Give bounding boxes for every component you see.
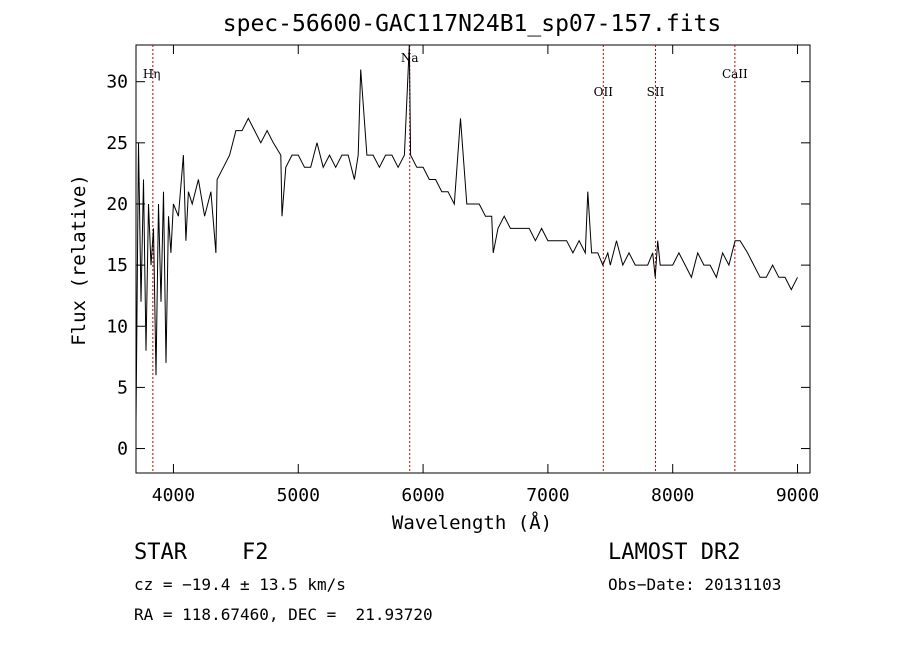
spectral-line-label: SII — [647, 85, 665, 99]
spectral-line-label: Hη — [143, 67, 161, 81]
x-tick-label: 7000 — [526, 485, 569, 506]
spectral-line-label: OII — [594, 85, 614, 99]
y-tick-label: 0 — [117, 439, 128, 460]
redshift-velocity: cz = −19.4 ± 13.5 km/s — [134, 575, 346, 594]
survey-name: LAMOST DR2 — [608, 540, 741, 565]
x-tick-label: 8000 — [651, 485, 694, 506]
y-tick-label: 5 — [117, 377, 128, 398]
axis-ticks: 4000 5000 6000 7000 8000 9000 0 5 10 15 20 25 30 — [106, 45, 819, 506]
observation-date: Obs−Date: 20131103 — [608, 575, 782, 594]
x-tick-label: 5000 — [277, 485, 320, 506]
x-tick-label: 4000 — [152, 485, 195, 506]
y-axis-label: Flux (relative) — [68, 174, 90, 346]
y-tick-label: 20 — [106, 194, 128, 215]
sky-coordinates: RA = 118.67460, DEC = 21.93720 — [134, 605, 433, 624]
x-axis-label: Wavelength (Å) — [392, 511, 552, 534]
y-tick-label: 30 — [106, 72, 128, 93]
plot-frame — [135, 44, 811, 474]
object-subclass: F2 — [242, 540, 269, 565]
spectrum-series-line — [135, 44, 798, 425]
x-tick-label: 6000 — [401, 485, 444, 506]
spectral-line-label: CaII — [722, 67, 748, 81]
y-tick-label: 10 — [106, 316, 128, 337]
chart-title: spec-56600-GAC117N24B1_sp07-157.fits — [223, 11, 722, 37]
object-type: STAR — [134, 540, 187, 565]
y-tick-label: 15 — [106, 255, 128, 276]
y-tick-label: 25 — [106, 133, 128, 154]
x-tick-label: 9000 — [776, 485, 819, 506]
